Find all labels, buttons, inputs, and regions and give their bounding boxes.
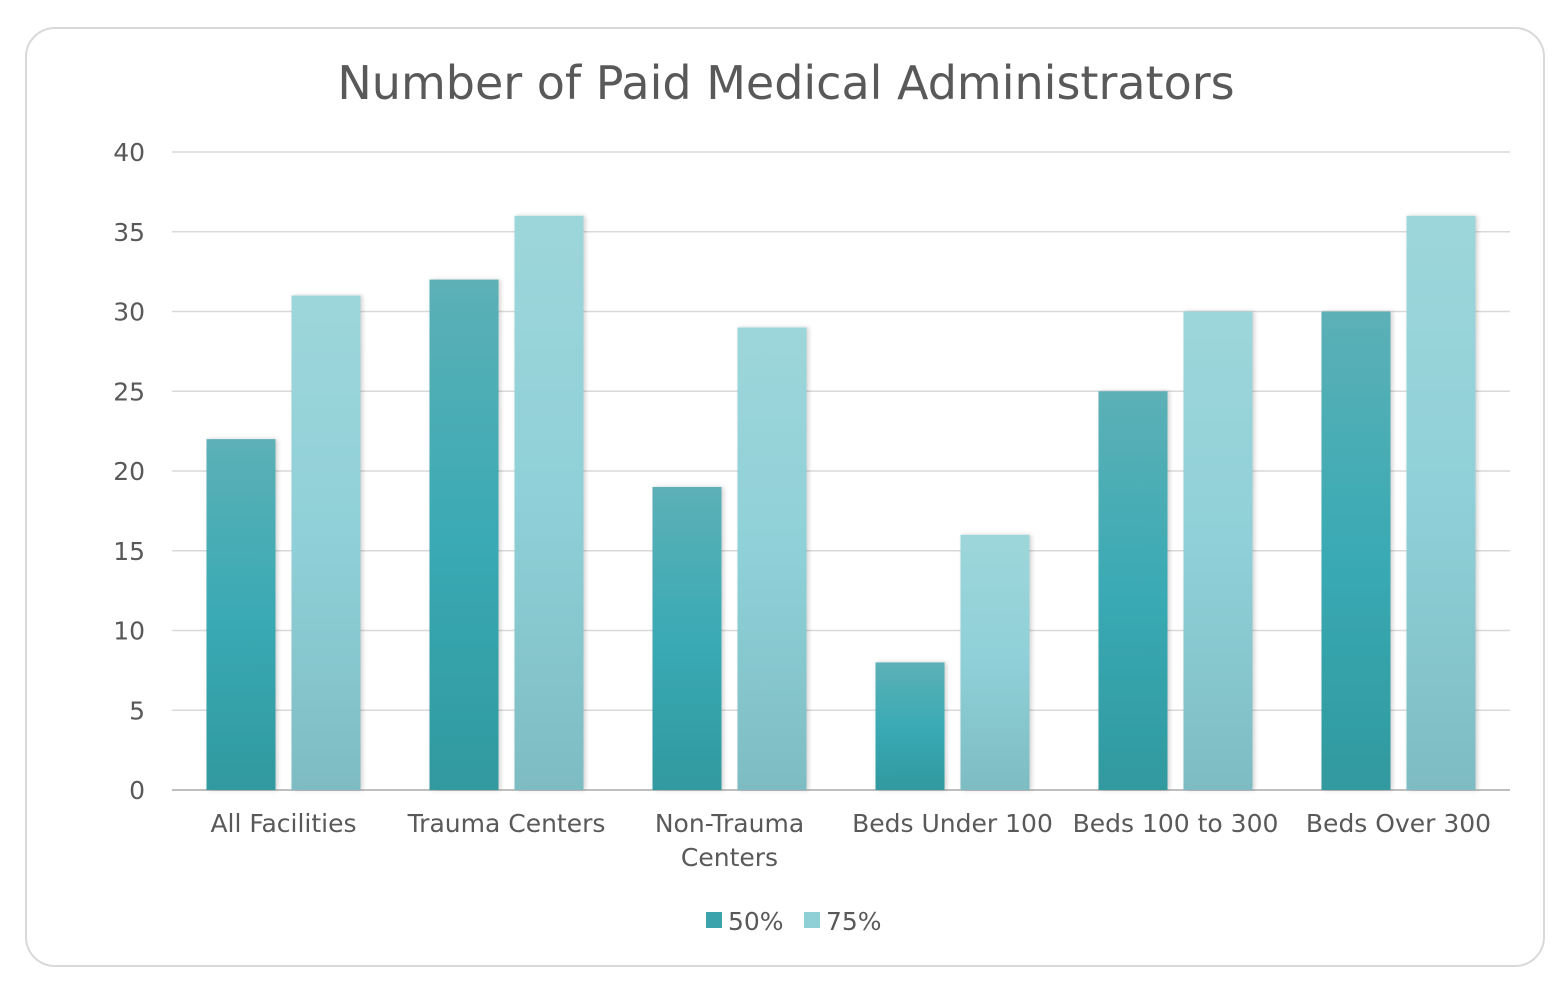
x-tick-label: Beds 100 to 300 [1073, 809, 1279, 838]
bar-75-1 [514, 215, 584, 791]
legend-label-75: 75% [826, 907, 882, 936]
bar-50-4 [1098, 391, 1168, 790]
y-tick-label: 10 [113, 617, 145, 646]
x-tick-label: Beds Over 300 [1306, 809, 1491, 838]
legend: 50% 75% [706, 907, 882, 936]
gridlines [172, 151, 1510, 791]
legend-swatch-50 [706, 912, 722, 928]
chart-title: Number of Paid Medical Administrators [337, 56, 1234, 110]
bar-75-0 [291, 295, 361, 790]
bar-75-4 [1183, 311, 1253, 790]
bars [206, 215, 1476, 791]
legend-swatch-75 [804, 912, 820, 928]
y-tick-label: 35 [113, 218, 145, 247]
x-axis-labels: All Facilities Trauma Centers Non-Trauma Ce… [210, 809, 1491, 872]
y-tick-label: 40 [113, 138, 145, 167]
x-tick-label: Beds Under 100 [852, 809, 1053, 838]
bar-75-2 [737, 327, 807, 790]
y-tick-label: 30 [113, 298, 145, 327]
x-tick-label: All Facilities [210, 809, 356, 838]
bar-75-5 [1406, 215, 1476, 791]
y-tick-label: 15 [113, 537, 145, 566]
bar-50-2 [652, 486, 722, 790]
y-tick-label: 5 [129, 696, 145, 725]
y-tick-label: 20 [113, 457, 145, 486]
bar-50-1 [429, 279, 499, 790]
x-tick-label: Trauma Centers [407, 809, 606, 838]
bar-50-5 [1321, 311, 1391, 790]
y-axis-ticks: 0 5 10 15 20 25 30 35 40 [113, 138, 145, 805]
bar-50-0 [206, 439, 276, 790]
bar-75-3 [960, 534, 1030, 790]
y-tick-label: 0 [129, 776, 145, 805]
y-tick-label: 25 [113, 377, 145, 406]
x-tick-label: Non-Trauma Centers [655, 809, 804, 872]
bar-50-3 [875, 662, 945, 790]
legend-label-50: 50% [728, 907, 784, 936]
